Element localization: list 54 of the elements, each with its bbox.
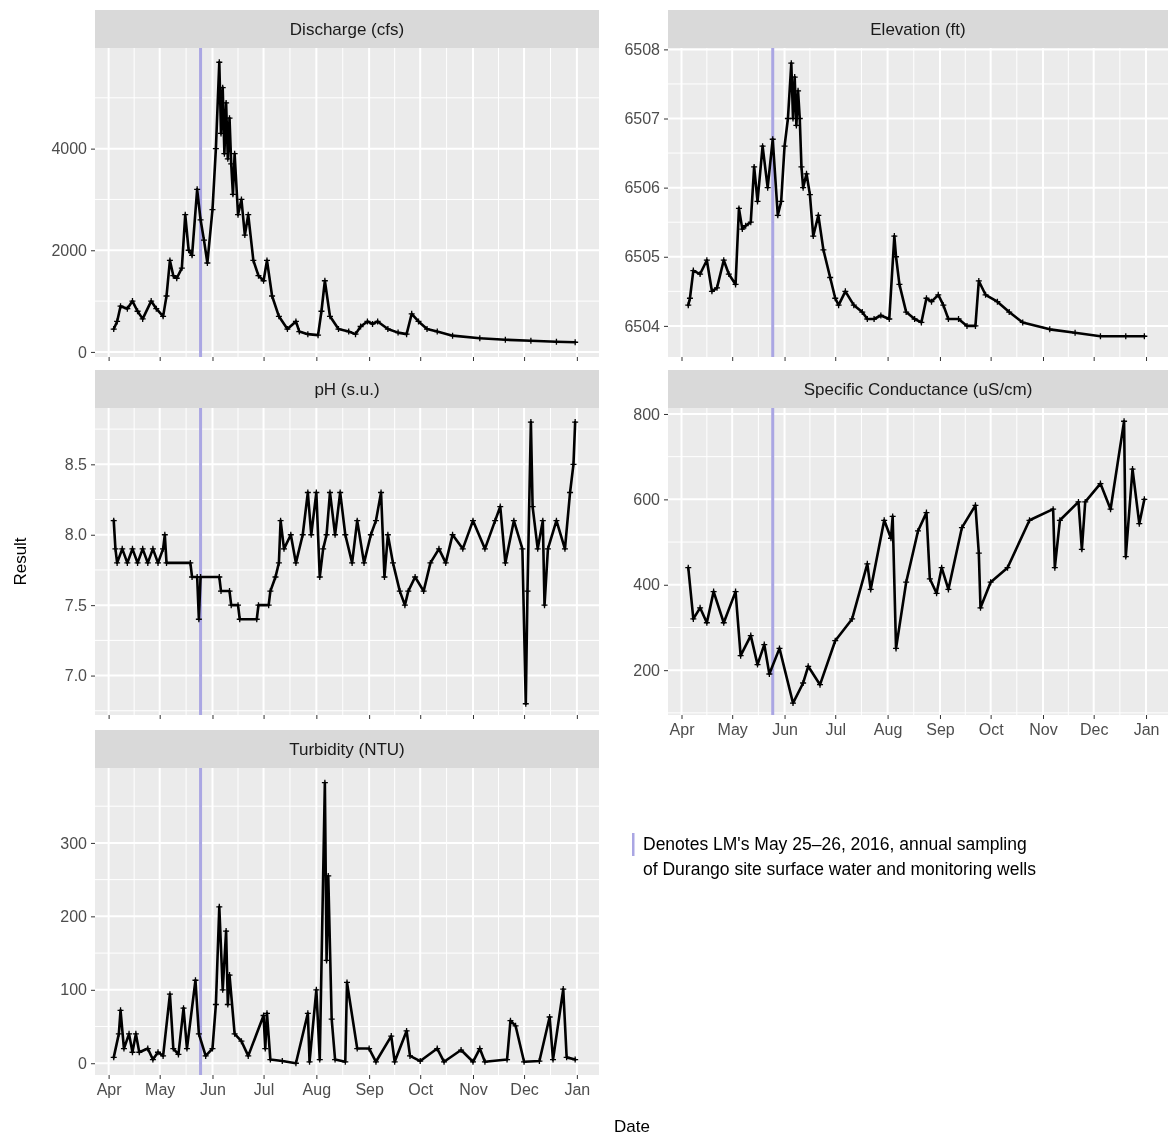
point	[848, 615, 856, 623]
x-tick-label: May	[145, 1081, 176, 1099]
x-tick-label: Apr	[96, 1081, 123, 1099]
y-tick-label: 200	[633, 661, 661, 679]
y-tick-label: 0	[78, 1054, 88, 1072]
x-tick-label: Oct	[978, 721, 1005, 739]
y-tick-label: 8.5	[64, 455, 88, 473]
y-tick-label: 7.5	[64, 596, 88, 614]
x-tick-label: Oct	[408, 1081, 434, 1099]
y-tick-label: 200	[60, 907, 88, 925]
y-tick-label: 6508	[624, 41, 661, 58]
y-tick-label: 7.0	[64, 667, 88, 685]
x-tick-label: Jun	[772, 721, 798, 739]
y-tick-label: 600	[633, 490, 661, 508]
y-tick-label: 8.0	[64, 526, 88, 544]
x-tick-label: Aug	[873, 721, 903, 739]
chart-title: Elevation (ft)	[870, 20, 966, 39]
x-tick-label: Apr	[669, 721, 696, 739]
x-tick-label: Jul	[825, 721, 846, 739]
y-tick-label: 800	[633, 405, 661, 423]
y-tick-label: 6506	[624, 179, 661, 197]
point	[958, 523, 966, 532]
x-tick-label: Jul	[253, 1081, 275, 1099]
text: Denotes LM's May 25–26, 2016, annual sampling of Durango site surface water and monitoring wells	[643, 834, 1037, 879]
x-tick-label: Sep	[355, 1081, 384, 1099]
point	[696, 604, 704, 612]
x-tick-label: Aug	[302, 1081, 332, 1099]
x-tick-label: Dec	[510, 1081, 539, 1099]
x-tick-label: Nov	[1029, 721, 1058, 739]
x-tick-label: Jun	[200, 1081, 226, 1099]
y-tick-label: 4000	[51, 140, 88, 158]
point	[816, 681, 824, 689]
y-tick-label: 6507	[624, 110, 661, 128]
y-tick-label: 6505	[624, 248, 661, 266]
x-tick-label: Nov	[459, 1081, 488, 1099]
chart-title: Turbidity (NTU)	[289, 740, 405, 759]
y-tick-label: 400	[633, 576, 661, 594]
x-tick-label: Jan	[1133, 721, 1160, 739]
x-axis-title: Date	[614, 1117, 650, 1136]
y-tick-label: 2000	[51, 241, 88, 259]
y-tick-label: 100	[60, 981, 88, 999]
x-tick-label: May	[717, 721, 748, 739]
x-tick-label: Dec	[1079, 721, 1109, 739]
chart-title: Discharge (cfs)	[289, 20, 405, 39]
x-tick-label: Sep	[926, 721, 955, 739]
point	[914, 527, 922, 535]
chart-title: Specific Conductance (uS/cm)	[803, 380, 1033, 399]
y-axis-title: Result	[11, 537, 30, 586]
y-tick-label: 300	[60, 834, 88, 852]
chart-title: pH (s.u.)	[314, 380, 380, 399]
x-tick-label: Jan	[564, 1081, 591, 1099]
point	[799, 679, 807, 687]
y-tick-label: 6504	[624, 317, 661, 335]
y-tick-label: 0	[78, 343, 88, 361]
